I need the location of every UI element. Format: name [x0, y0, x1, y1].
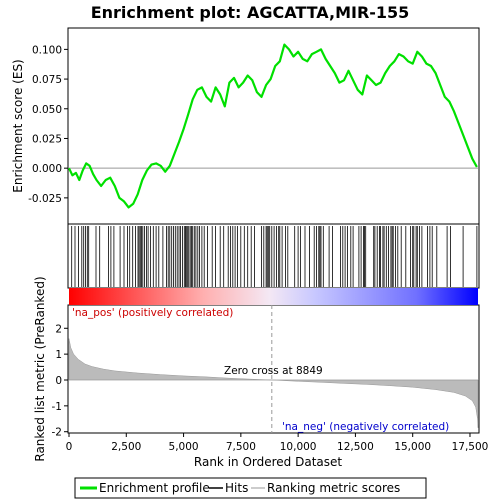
- es-y-tick-label: 0.000: [32, 163, 62, 175]
- metric-axis-label: Ranked list metric (PreRanked): [33, 276, 47, 461]
- zero-cross-label: Zero cross at 8849: [224, 365, 323, 377]
- x-tick-label: 7,500: [226, 441, 256, 453]
- x-tick-label: 12,500: [337, 441, 374, 453]
- legend: Enrichment profile Hits Ranking metric s…: [74, 477, 427, 499]
- x-tick-label: 2,500: [111, 441, 141, 453]
- metric-y-tick-label: 0: [55, 375, 62, 387]
- legend-box: [74, 477, 427, 499]
- es-y-tick-label: 0.025: [32, 133, 62, 145]
- rank-color-bar: [69, 288, 478, 305]
- metric-y-tick-label: 2: [55, 323, 62, 335]
- x-tick-label: 17,500: [452, 441, 489, 453]
- x-tick-label: 10,000: [280, 441, 317, 453]
- legend-metric-label: Ranking metric scores: [267, 481, 400, 495]
- es-panel-frame: [67, 27, 480, 225]
- es-y-tick-label: -0.025: [28, 193, 62, 205]
- legend-enrichment-label: Enrichment profile: [99, 481, 210, 495]
- es-y-tick-label: 0.075: [32, 74, 62, 86]
- chart-title: Enrichment plot: AGCATTA,MIR-155: [91, 3, 410, 22]
- es-y-tick-label: 0.050: [32, 104, 62, 116]
- x-axis-label: Rank in Ordered Dataset: [194, 455, 342, 469]
- metric-y-tick-label: -1: [52, 401, 62, 413]
- x-tick-label: 0: [66, 441, 73, 453]
- es-y-tick-label: 0.100: [32, 44, 62, 56]
- legend-hits-label: Hits: [225, 481, 248, 495]
- neg-correlated-label: 'na_neg' (negatively correlated): [282, 421, 449, 433]
- es-axis-label: Enrichment score (ES): [11, 59, 25, 192]
- enrichment-profile-line: [68, 43, 478, 209]
- metric-panel-frame: [67, 304, 480, 434]
- pos-correlated-label: 'na_pos' (positively correlated): [72, 307, 233, 319]
- x-tick-label: 15,000: [394, 441, 431, 453]
- metric-y-tick-label: -2: [52, 427, 62, 439]
- metric-y-tick-label: 1: [55, 349, 62, 361]
- x-tick-label: 5,000: [169, 441, 199, 453]
